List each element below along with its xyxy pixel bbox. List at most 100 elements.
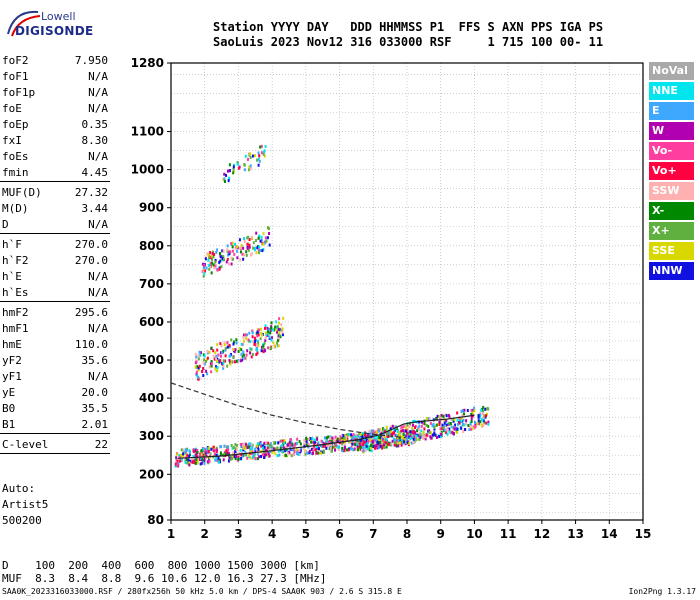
- echo-point: [432, 433, 435, 437]
- echo-point: [174, 462, 177, 466]
- param-name: foF2: [2, 54, 29, 67]
- echo-point: [380, 437, 383, 441]
- echo-point: [281, 448, 284, 452]
- echo-point: [473, 406, 476, 410]
- echo-point: [192, 450, 195, 454]
- echo-point: [295, 441, 298, 445]
- echo-point: [198, 458, 201, 462]
- echo-point: [341, 446, 344, 450]
- echo-point: [418, 431, 421, 435]
- echo-point: [254, 338, 257, 342]
- echo-point: [305, 443, 308, 447]
- echo-point: [335, 439, 338, 443]
- echo-point: [229, 362, 232, 366]
- echo-point: [327, 435, 330, 439]
- y-tick-label: 200: [139, 467, 164, 481]
- echo-point: [264, 453, 267, 457]
- y-tick-label: 800: [139, 239, 164, 253]
- param-value: 27.32: [74, 186, 108, 199]
- echo-point: [219, 354, 222, 358]
- logo-line2: DIGISONDE: [15, 24, 94, 38]
- echo-point: [278, 321, 281, 325]
- param-row: hmF1 N/A: [0, 320, 110, 336]
- echo-point: [266, 326, 269, 330]
- legend-item-nnw: NNW: [649, 262, 694, 280]
- echo-point: [376, 441, 379, 445]
- param-value: 110.0: [74, 338, 108, 351]
- station-header: Station YYYY DAY DDD HHMMSS P1 FFS S AXN…: [213, 20, 603, 50]
- echo-point: [364, 432, 367, 436]
- param-row: B1 2.01: [0, 416, 110, 432]
- echo-point: [431, 424, 434, 428]
- echo-point: [188, 463, 191, 467]
- echo-point: [462, 418, 465, 422]
- echo-point: [230, 242, 233, 246]
- echo-point: [257, 330, 260, 334]
- echo-point: [456, 418, 459, 422]
- echo-point: [274, 452, 277, 456]
- echo-point: [256, 351, 259, 355]
- echo-point: [438, 420, 441, 424]
- param-row: yF1 N/A: [0, 368, 110, 384]
- echo-point: [374, 441, 377, 445]
- echo-point: [206, 460, 209, 464]
- echo-point: [194, 352, 197, 356]
- param-row: yF2 35.6: [0, 352, 110, 368]
- echo-point: [291, 448, 294, 452]
- echo-point: [419, 435, 422, 439]
- echo-point: [465, 422, 468, 426]
- echo-point: [256, 328, 259, 332]
- echo-point: [310, 452, 313, 456]
- echo-point: [259, 327, 262, 331]
- echo-point: [390, 430, 393, 434]
- echo-point: [197, 368, 200, 372]
- echo-point: [311, 451, 314, 455]
- echo-point: [390, 433, 393, 437]
- x-tick-label: 12: [534, 527, 551, 541]
- echo-point: [435, 416, 438, 420]
- echo-point: [397, 439, 400, 443]
- param-row: h`F 270.0: [0, 236, 110, 252]
- echo-point: [355, 447, 358, 451]
- echo-point: [360, 448, 363, 452]
- echo-point: [251, 443, 254, 447]
- echo-point: [370, 431, 373, 435]
- legend-item-vo-: Vo-: [649, 142, 694, 160]
- echo-point: [463, 423, 466, 427]
- echo-point: [228, 169, 231, 173]
- echo-point: [192, 459, 195, 463]
- echo-point: [214, 367, 217, 371]
- echo-point: [359, 447, 362, 451]
- echo-point: [219, 351, 222, 355]
- echo-point: [297, 449, 300, 453]
- echo-point: [296, 451, 299, 455]
- echo-point: [259, 441, 262, 445]
- echo-point: [265, 451, 268, 455]
- echo-point: [235, 443, 238, 447]
- echo-point: [289, 443, 292, 447]
- echo-point: [227, 452, 230, 456]
- echo-point: [350, 433, 353, 437]
- echo-point: [226, 248, 229, 252]
- echo-point: [402, 433, 405, 437]
- echo-point: [279, 439, 282, 443]
- echo-point: [337, 447, 340, 451]
- echo-point: [217, 456, 220, 460]
- echo-point: [433, 427, 436, 431]
- echo-point: [251, 329, 254, 333]
- param-row: fxI 8.30: [0, 132, 110, 148]
- echo-point: [400, 438, 403, 442]
- echo-point: [216, 348, 219, 352]
- echo-point: [216, 357, 219, 361]
- echo-point: [354, 435, 357, 439]
- echo-point: [406, 431, 409, 435]
- echo-point: [367, 445, 370, 449]
- echo-point: [311, 437, 314, 441]
- auto-line: Auto:: [2, 482, 36, 495]
- echo-point: [443, 424, 446, 428]
- echo-point: [241, 358, 244, 362]
- muf-table-distance-row: D 100 200 400 600 800 1000 1500 3000 [km…: [2, 559, 320, 572]
- auto-line: Artist5: [2, 498, 49, 511]
- echo-point: [461, 409, 464, 413]
- echo-point: [462, 422, 465, 426]
